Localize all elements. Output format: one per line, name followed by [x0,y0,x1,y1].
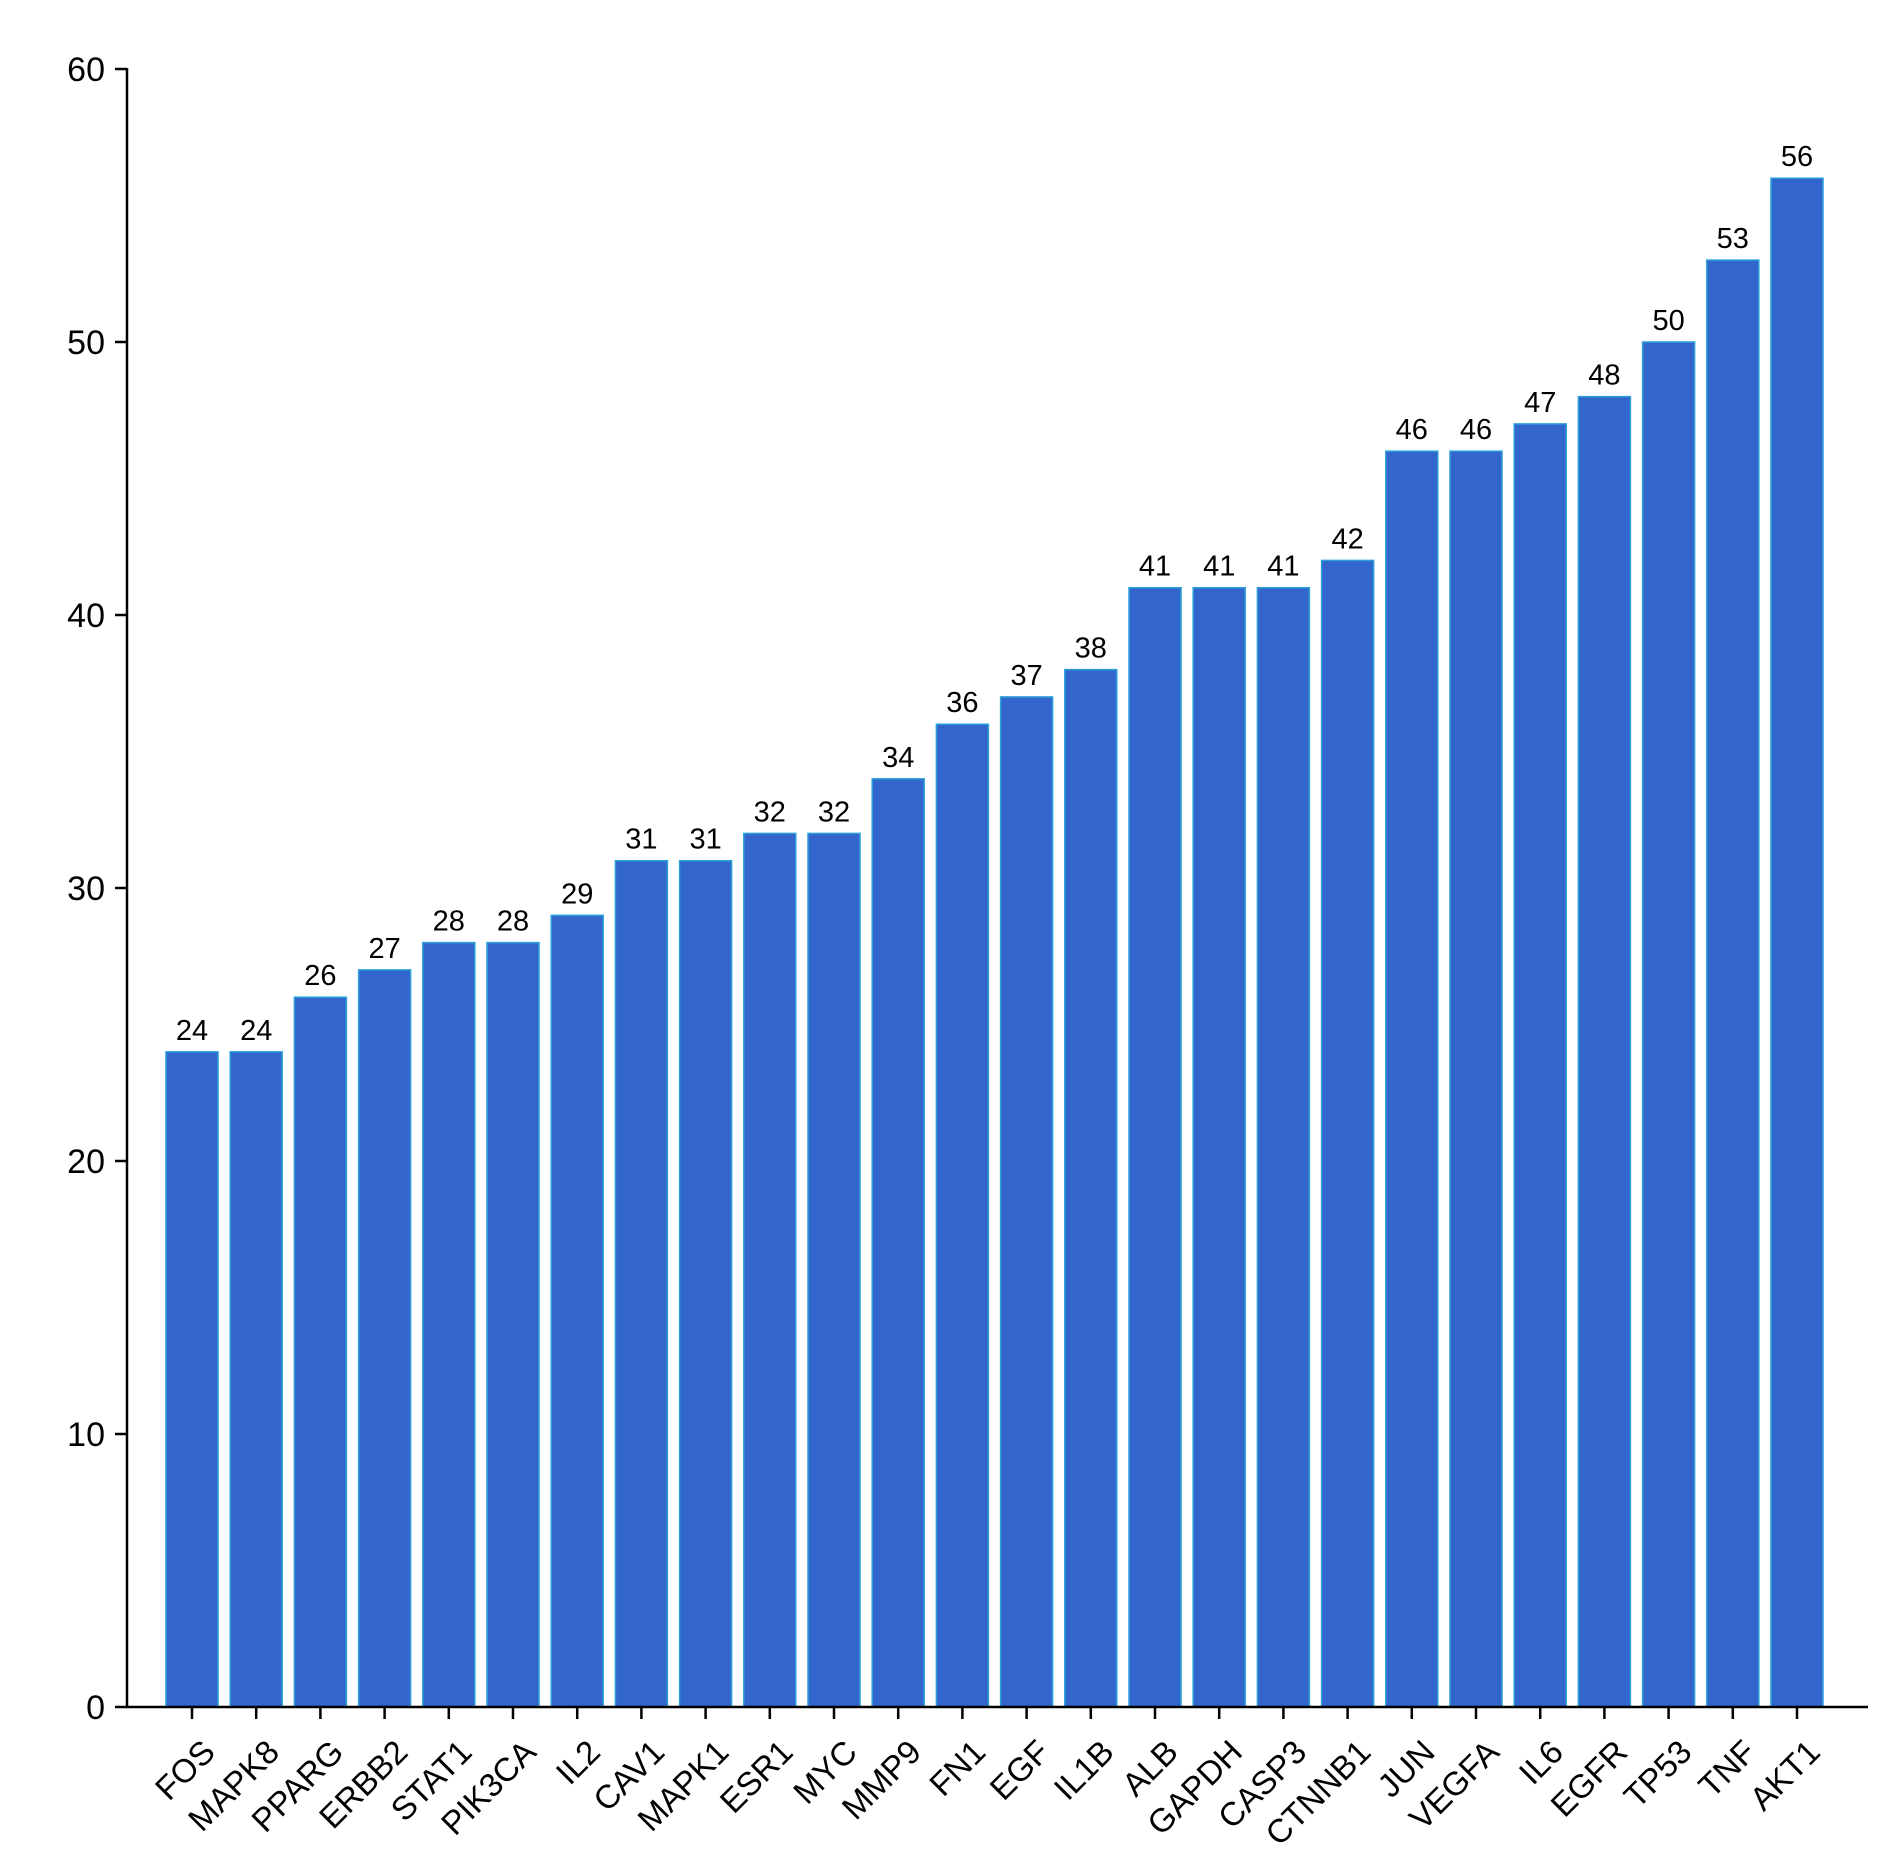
bar-alb [1128,586,1182,1708]
data-label-il2: 29 [561,878,593,910]
bar-pik3ca [486,941,540,1708]
data-label-pparg: 26 [304,960,336,992]
data-label-stat1: 28 [433,906,465,938]
data-label-fos: 24 [176,1015,208,1047]
data-label-vegfa: 46 [1460,414,1492,446]
data-label-esr1: 32 [754,796,786,828]
data-label-mmp9: 34 [882,742,914,774]
data-label-erbb2: 27 [368,933,400,965]
bar-cav1 [614,859,669,1708]
bar-il2 [550,914,604,1708]
bar-pparg [293,996,348,1708]
bars-group [165,177,1824,1708]
data-label-jun: 46 [1396,414,1428,446]
bar-stat1 [422,941,476,1708]
data-label-tp53: 50 [1652,305,1684,337]
data-label-cav1: 31 [625,824,657,856]
y-tick-label: 20 [67,1143,105,1181]
data-label-il1b: 38 [1075,633,1107,665]
bar-egfr [1577,395,1632,1708]
data-label-myc: 32 [818,796,850,828]
bar-erbb2 [357,969,412,1708]
data-label-egfr: 48 [1588,360,1620,392]
data-labels-group: 24 24 26 27 28 28 29 31 31 32 32 34 36 37 38 41 41 41 42 46… [176,141,1813,1047]
data-label-mapk1: 31 [689,824,721,856]
y-tick-label: 30 [67,870,105,908]
data-label-pik3ca: 28 [497,906,529,938]
y-tick-label: 10 [67,1416,105,1454]
data-label-tnf: 53 [1717,223,1749,255]
bar-mapk8 [229,1051,283,1708]
bar-tnf [1706,259,1760,1708]
data-label-alb: 41 [1139,551,1171,583]
bar-tp53 [1641,341,1696,1708]
x-tick-label-il1b: IL1B [1047,1733,1121,1807]
bar-vegfa [1449,450,1503,1708]
bar-mmp9 [871,778,925,1708]
bar-casp3 [1256,586,1311,1708]
bar-il1b [1064,668,1118,1708]
bar-gapdh [1192,586,1246,1708]
x-tick-label-fn1: FN1 [922,1733,992,1803]
bar-fn1 [935,723,990,1708]
data-label-fn1: 36 [946,687,978,719]
data-label-egf: 37 [1010,660,1042,692]
bar-jun [1385,450,1439,1708]
data-label-il6: 47 [1524,387,1556,419]
y-tick-label: 40 [67,597,105,635]
bar-mapk1 [678,859,733,1708]
data-label-gapdh: 41 [1203,551,1235,583]
bar-esr1 [743,832,797,1708]
data-label-akt1: 56 [1781,141,1813,173]
data-label-casp3: 41 [1267,551,1299,583]
bar-myc [807,832,861,1708]
data-label-mapk8: 24 [240,1015,272,1047]
data-label-ctnnb1: 42 [1331,523,1363,555]
y-axis: 0 10 20 30 40 50 60 [67,51,129,1727]
bar-fos [165,1051,219,1708]
y-tick-label: 50 [67,324,105,362]
bar-ctnnb1 [1320,559,1375,1708]
bar-il6 [1513,423,1567,1708]
x-tick-label-egf: EGF [982,1733,1056,1807]
bar-akt1 [1770,177,1824,1708]
x-tick-label-esr1: ESR1 [713,1733,800,1820]
y-tick-label: 0 [86,1689,105,1727]
x-tick-label-akt1: AKT1 [1742,1733,1827,1818]
y-tick-label: 60 [67,51,105,89]
x-tick-label-tp53: TP53 [1617,1733,1699,1815]
bar-egf [999,696,1054,1708]
